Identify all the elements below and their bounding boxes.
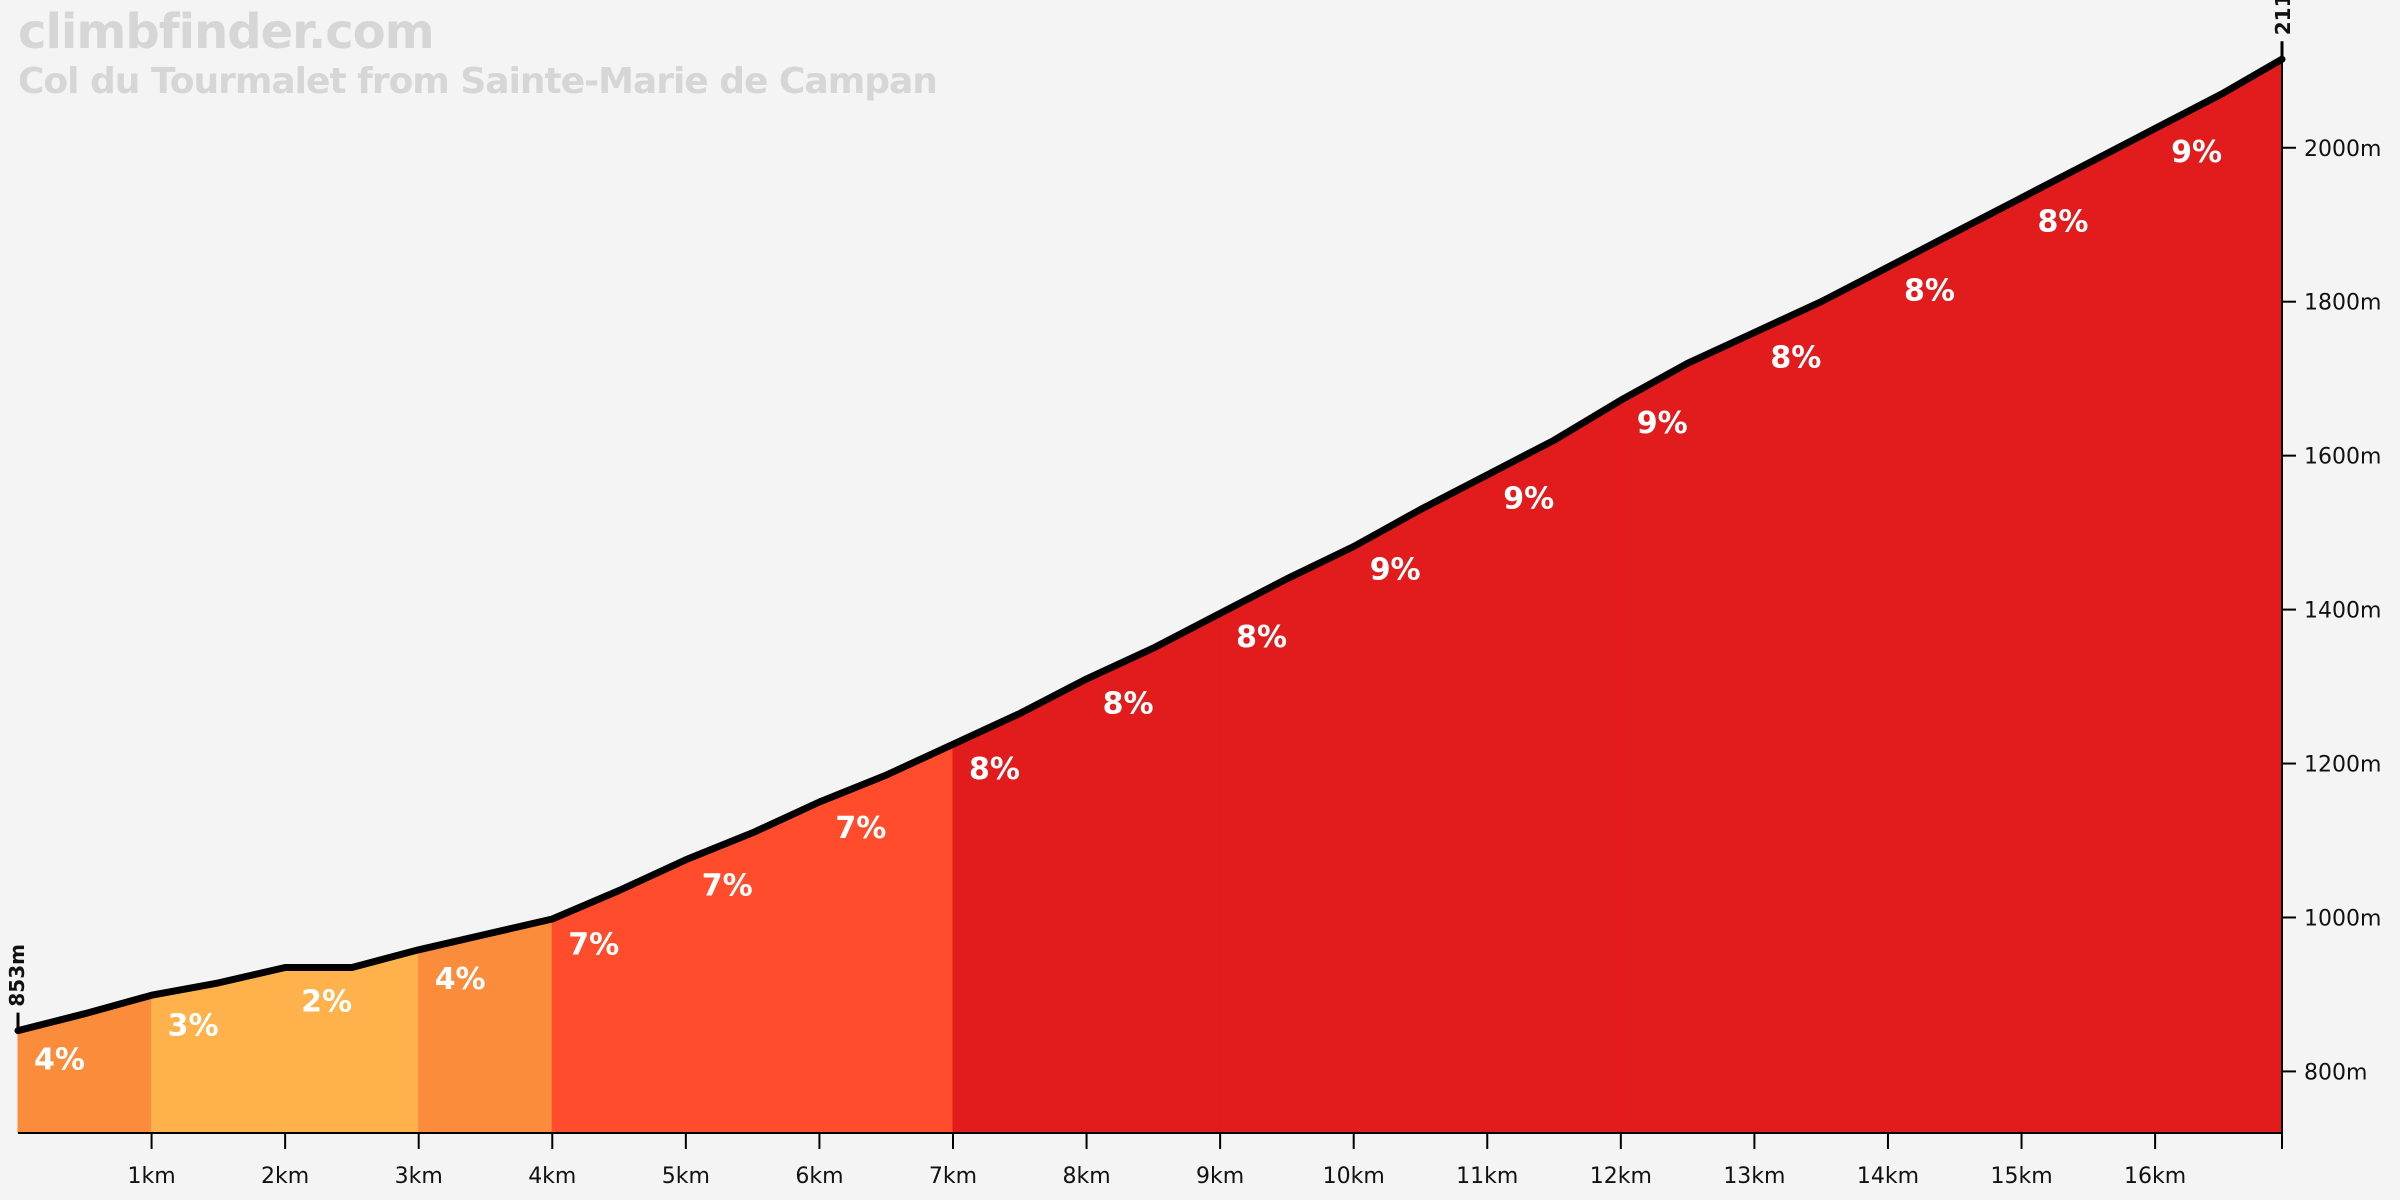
y-tick-label-2000m: 2000m (2304, 137, 2381, 162)
x-tick-label-9km: 9km (1196, 1164, 1244, 1189)
profile-line (14, 55, 2286, 1035)
y-tick-label-1000m: 1000m (2304, 906, 2381, 931)
grade-segment-16 (2021, 127, 2156, 1134)
grade-segment-7 (818, 743, 954, 1134)
x-tick-label-10km: 10km (1323, 1164, 1385, 1189)
y-tick-label-1400m: 1400m (2304, 599, 2381, 624)
grade-label-12: 9% (1503, 482, 1554, 517)
start-elevation-label: 853m (5, 944, 29, 1007)
grade-label-1: 4% (34, 1043, 85, 1078)
x-tick-label-11km: 11km (1456, 1164, 1518, 1189)
grade-segment-4 (418, 918, 553, 1134)
x-tick-label-8km: 8km (1062, 1164, 1110, 1189)
grade-label-16: 8% (2038, 204, 2089, 239)
x-tick-label-4km: 4km (528, 1164, 576, 1189)
x-tick-label-5km: 5km (662, 1164, 710, 1189)
grade-segment-13 (1620, 331, 1755, 1134)
grade-label-3: 2% (301, 985, 352, 1020)
grade-label-17: 9% (2171, 135, 2222, 170)
grade-segment-14 (1753, 266, 1889, 1134)
grade-label-7: 7% (835, 811, 886, 846)
x-tick-label-15km: 15km (1990, 1164, 2052, 1189)
grade-segments (17, 58, 2283, 1134)
grade-labels: 4% 3% 2% 4% 7% 7% 7% 8% 8% 8% 9% 9% 9% 8% 8% 8% 9% (34, 135, 2222, 1077)
y-axis: 800m 1000m 1200m 1400m 1600m 1800m 2000m (2281, 59, 2381, 1133)
x-tick-label-12km: 12km (1590, 1164, 1652, 1189)
grade-segment-8 (952, 678, 1088, 1134)
grade-label-15: 8% (1904, 274, 1955, 309)
profile-outline (14, 55, 2286, 1035)
grade-label-6: 7% (702, 869, 753, 904)
x-tick-label-16km: 16km (2124, 1164, 2186, 1189)
grade-label-4: 4% (435, 962, 486, 997)
grade-segment-15 (1887, 196, 2022, 1134)
grade-label-2: 3% (168, 1009, 219, 1044)
brand-watermark: climbfinder.com (18, 4, 435, 60)
y-tick-label-800m: 800m (2304, 1060, 2367, 1085)
summit-elevation-label: 2115m (2271, 0, 2295, 35)
grade-segment-5 (551, 859, 687, 1134)
x-axis: 1km 2km 3km 4km 5km 6km 7km 8km 9km 10km 11km 12km 1… (18, 1132, 2283, 1189)
y-tick-label-1600m: 1600m (2304, 445, 2381, 470)
grade-label-8: 8% (969, 752, 1020, 787)
x-tick-label-14km: 14km (1857, 1164, 1919, 1189)
x-tick-label-6km: 6km (795, 1164, 843, 1189)
grade-segment-17 (2154, 58, 2283, 1134)
x-tick-label-13km: 13km (1723, 1164, 1785, 1189)
grade-label-14: 8% (1770, 340, 1821, 375)
grade-label-10: 8% (1236, 620, 1287, 655)
y-tick-label-1800m: 1800m (2304, 291, 2381, 316)
x-tick-label-3km: 3km (395, 1164, 443, 1189)
chart-title: Col du Tourmalet from Sainte-Marie de Ca… (18, 61, 938, 102)
endpoint-markers: 853m 2115m (5, 0, 2295, 1031)
grade-label-13: 9% (1637, 406, 1688, 441)
x-tick-label-2km: 2km (261, 1164, 309, 1189)
grade-label-11: 9% (1370, 552, 1421, 587)
y-tick-label-1200m: 1200m (2304, 753, 2381, 778)
grade-label-5: 7% (568, 928, 619, 963)
x-tick-label-7km: 7km (929, 1164, 977, 1189)
grade-label-9: 8% (1103, 687, 1154, 722)
grade-segment-3 (284, 949, 420, 1134)
x-tick-label-1km: 1km (127, 1164, 175, 1189)
